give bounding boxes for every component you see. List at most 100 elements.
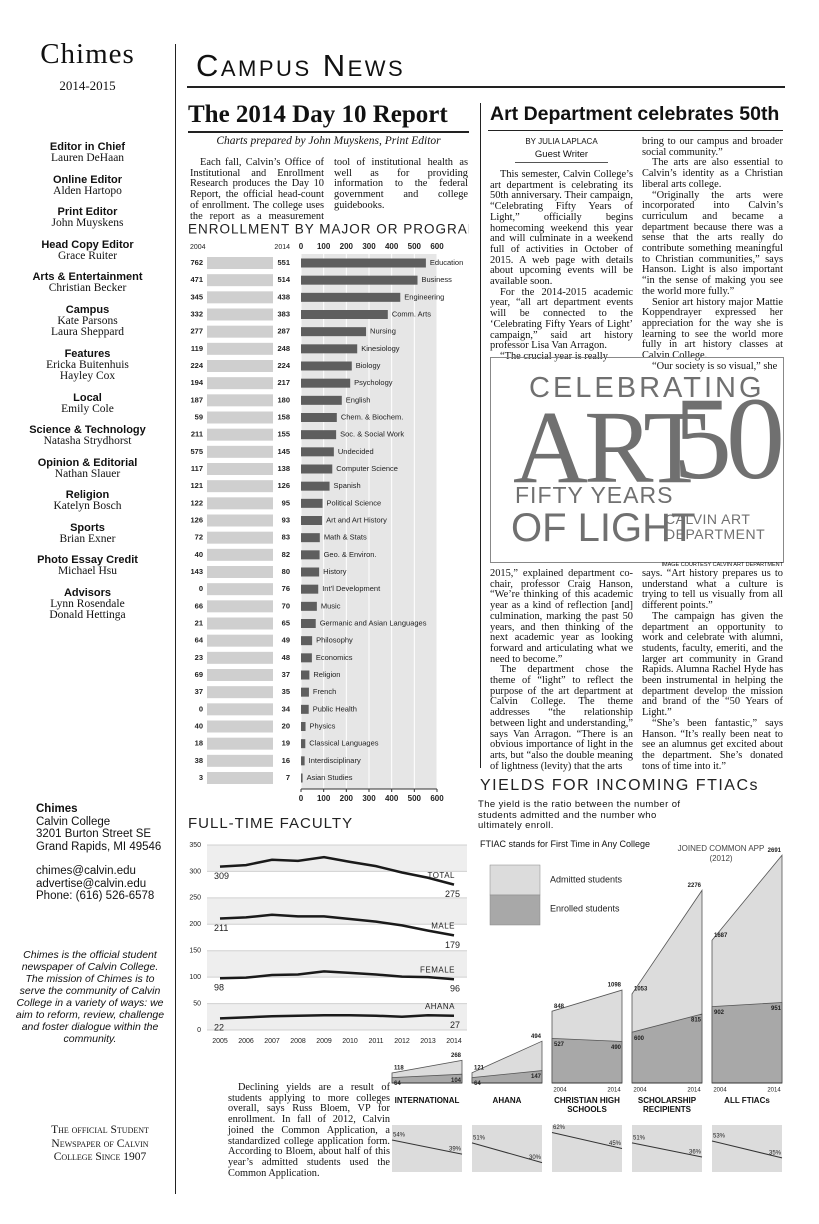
panel-label: CHRISTIAN HIGH SCHOOLS bbox=[554, 1096, 620, 1114]
value-2004: 72 bbox=[195, 533, 203, 542]
value-2004: 277 bbox=[190, 327, 203, 336]
x-tick-label: 400 bbox=[385, 242, 399, 251]
value-label: 104 bbox=[451, 1078, 462, 1084]
bar bbox=[301, 601, 317, 611]
category-label: Chem. & Biochem. bbox=[341, 412, 404, 421]
value-2014: 145 bbox=[277, 447, 290, 456]
y-tick-label: 300 bbox=[189, 868, 201, 875]
value-label: 600 bbox=[634, 1036, 645, 1042]
art-logo-image: CELEBRATING ART 50 FIFTY YEARS OF LIGHT … bbox=[490, 357, 785, 563]
logo-text: ART bbox=[513, 390, 707, 505]
yield-line bbox=[551, 1132, 623, 1149]
logo-text: 50 bbox=[673, 373, 785, 504]
value-label: 494 bbox=[531, 1034, 542, 1040]
paragraph: 2015,” explained department co-chair, pr… bbox=[490, 568, 633, 665]
value-label: 211 bbox=[214, 923, 228, 933]
bar bbox=[301, 670, 310, 680]
yield-line bbox=[631, 1142, 703, 1158]
legend-label: Admitted students bbox=[550, 874, 623, 884]
legend-swatch bbox=[489, 894, 541, 926]
paragraph: “Our society is so visual,” she bbox=[652, 360, 778, 372]
value-label: 848 bbox=[554, 1004, 565, 1010]
bar bbox=[301, 361, 352, 371]
bar bbox=[301, 275, 418, 285]
yields-subtitle: The yield is the ratio between the numbe… bbox=[478, 799, 681, 831]
staff-group: Editor in Chief Lauren DeHaan bbox=[0, 141, 175, 165]
bar bbox=[301, 395, 342, 405]
value-2014: 126 bbox=[277, 481, 290, 490]
value-2014: 83 bbox=[282, 533, 290, 542]
bar bbox=[301, 327, 367, 337]
chart-title: ENROLLMENT BY MAJOR OR PROGRAM bbox=[188, 222, 469, 237]
series-label: MALE bbox=[431, 921, 455, 930]
panel-label: SCHOLARSHIP RECIPIENTS bbox=[637, 1096, 697, 1114]
staff-name: Lynn Rosendale bbox=[50, 597, 125, 610]
sidebar-rule bbox=[175, 44, 176, 1194]
yield-label: 39% bbox=[449, 1147, 462, 1153]
staff-role: Arts & Entertainment bbox=[32, 271, 143, 283]
year-label: 2004 bbox=[190, 244, 206, 251]
contact-line: chimes@calvin.edu bbox=[36, 865, 136, 877]
y-tick-label: 100 bbox=[189, 974, 201, 981]
sparkline-box bbox=[207, 291, 273, 304]
value-2004: 762 bbox=[190, 258, 203, 267]
value-2014: 80 bbox=[282, 567, 290, 576]
value-2014: 287 bbox=[277, 327, 290, 336]
value-label: 275 bbox=[445, 889, 460, 899]
grid-band bbox=[207, 845, 467, 872]
category-label: English bbox=[346, 395, 371, 404]
contact-line: Phone: (616) 526-6578 bbox=[36, 890, 155, 902]
value-label: 490 bbox=[611, 1045, 622, 1051]
yield-label: 45% bbox=[609, 1141, 622, 1147]
sparkline-box bbox=[207, 360, 273, 372]
value-label: 1053 bbox=[634, 986, 648, 992]
value-label: 147 bbox=[531, 1074, 542, 1080]
value-2014: 70 bbox=[282, 601, 290, 610]
bar bbox=[301, 464, 333, 474]
value-label: 121 bbox=[474, 1065, 485, 1071]
value-2004: 23 bbox=[195, 653, 203, 662]
panel-label: INTERNATIONAL bbox=[394, 1096, 460, 1105]
bar bbox=[301, 756, 305, 766]
sparkline-box bbox=[207, 274, 273, 287]
series-label: FEMALE bbox=[420, 965, 455, 974]
x-tick-label: 2008 bbox=[290, 1038, 306, 1045]
paragraph: The campaign has given the department an… bbox=[642, 610, 783, 719]
bar bbox=[301, 739, 306, 749]
category-label: Art and Art History bbox=[326, 515, 387, 524]
line-series bbox=[219, 913, 455, 937]
paragraph: This semester, Calvin College’s art depa… bbox=[490, 169, 633, 288]
value-2014: 7 bbox=[286, 773, 290, 782]
category-label: Asian Studies bbox=[307, 773, 353, 782]
category-label: Geo. & Environ. bbox=[324, 550, 377, 559]
value-label: 96 bbox=[450, 984, 460, 994]
staff-role: Advisors bbox=[63, 586, 112, 599]
sparkline-box bbox=[207, 394, 273, 407]
value-2004: 37 bbox=[195, 687, 203, 696]
y-tick-label: 250 bbox=[189, 895, 201, 902]
sparkline-box bbox=[207, 566, 273, 578]
value-label: 22 bbox=[214, 1023, 224, 1033]
faculty-chart: FULL-TIME FACULTY 0 50 100 150 200 250 300 350 20… bbox=[188, 815, 467, 1045]
staff-name: Natasha Strydhorst bbox=[43, 435, 132, 447]
bar bbox=[301, 344, 358, 354]
category-label: Computer Science bbox=[336, 464, 398, 473]
article-body: Each fall, Calvin’s Office of Institutio… bbox=[190, 157, 468, 222]
value-2014: 138 bbox=[277, 464, 290, 473]
annotation: JOINED COMMON APP (2012) bbox=[677, 844, 765, 863]
column: bring to our campus and broader social c… bbox=[642, 136, 783, 372]
x-tick-label: 2014 bbox=[687, 1088, 701, 1094]
x-tick-label: 2014 bbox=[446, 1038, 462, 1045]
x-tick-label: 500 bbox=[408, 242, 422, 251]
value-2004: 40 bbox=[195, 721, 203, 730]
y-tick-label: 200 bbox=[189, 921, 201, 928]
staff-role: Local bbox=[73, 391, 102, 404]
category-label: Int’l Development bbox=[322, 584, 381, 593]
x-tick-label: 2007 bbox=[264, 1038, 280, 1045]
value-2014: 248 bbox=[277, 344, 290, 353]
sparkline-box bbox=[207, 342, 273, 355]
value-2004: 471 bbox=[190, 275, 203, 284]
yield-label: 30% bbox=[529, 1155, 542, 1161]
category-label: Business bbox=[422, 275, 453, 284]
yield-label: 51% bbox=[633, 1135, 646, 1141]
